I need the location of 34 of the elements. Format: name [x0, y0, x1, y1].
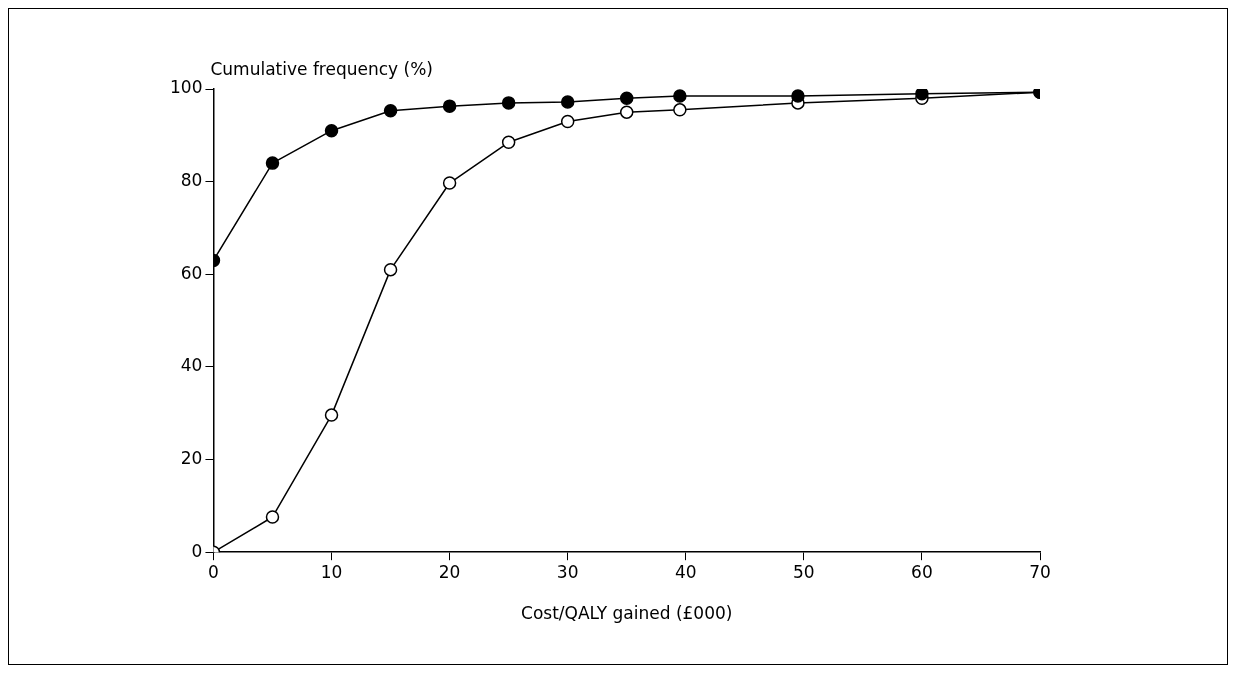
y-tick-label: 100 — [169, 77, 203, 98]
point — [791, 89, 805, 103]
point — [673, 103, 687, 117]
point — [383, 104, 398, 118]
x-axis-title: Cost/QALY gained (£000) — [521, 603, 733, 624]
x-tick-label: 70 — [1029, 561, 1051, 582]
point — [619, 91, 634, 106]
x-tick-label: 0 — [208, 561, 219, 582]
x-tick-label: 60 — [911, 561, 933, 582]
y-tick-label: 0 — [191, 540, 203, 561]
point — [619, 105, 634, 119]
y-tick-label: 40 — [180, 355, 203, 376]
point — [501, 96, 516, 110]
point — [915, 89, 929, 101]
point — [560, 95, 575, 109]
y-tick-label: 20 — [180, 447, 203, 468]
x-tick-label: 40 — [674, 561, 697, 582]
x-tick-label: 10 — [320, 561, 343, 582]
x-tick-label: 30 — [556, 561, 579, 582]
point — [442, 176, 457, 190]
point — [265, 156, 280, 170]
point — [560, 114, 575, 129]
point — [324, 123, 339, 138]
point — [442, 99, 457, 113]
y-tick-label: 80 — [180, 170, 203, 191]
y-axis-title: Cumulative frequency (%) — [210, 58, 433, 79]
y-tick-label: 60 — [180, 262, 203, 283]
point — [324, 408, 339, 422]
point — [501, 135, 516, 150]
x-tick-label: 50 — [793, 561, 815, 582]
x-tick-label: 20 — [438, 561, 461, 582]
point — [383, 262, 398, 277]
point — [265, 510, 280, 524]
point — [673, 89, 687, 103]
